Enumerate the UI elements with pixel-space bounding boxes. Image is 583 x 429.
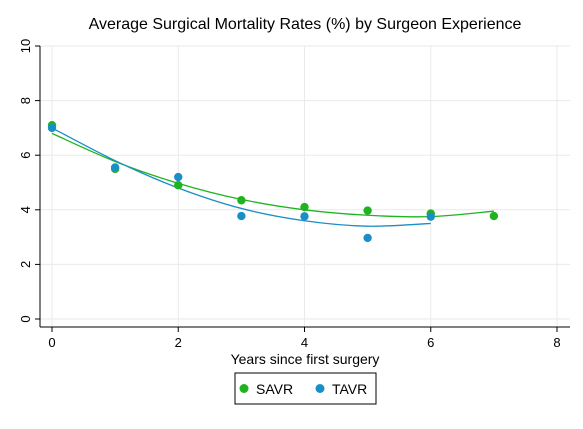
y-tick-label: 6	[18, 152, 33, 159]
x-tick-label: 6	[427, 335, 434, 350]
y-tick-label: 2	[18, 261, 33, 268]
x-tick-label: 4	[301, 335, 308, 350]
x-axis-label: Years since first surgery	[231, 351, 380, 367]
data-point-savr	[489, 211, 499, 221]
chart-title: Average Surgical Mortality Rates (%) by …	[89, 16, 522, 33]
data-point-tavr	[174, 172, 183, 182]
y-tick-label: 0	[18, 315, 33, 322]
data-point-savr	[300, 202, 309, 212]
legend-marker-savr	[239, 384, 249, 393]
x-tick-label: 2	[175, 335, 182, 350]
tick-marks: 0 2 4 6 8 10 0 2 4 6 8	[18, 39, 561, 350]
data-point-tavr	[110, 163, 120, 172]
fit-lines	[51, 127, 494, 227]
x-tick-label: 0	[48, 335, 55, 350]
x-tick-label: 8	[553, 335, 560, 350]
data-point-tavr	[363, 233, 372, 243]
fit-line-tavr	[51, 127, 431, 227]
legend-marker-tavr	[315, 384, 325, 393]
data-point-tavr	[300, 212, 309, 221]
data-point-savr	[237, 196, 246, 205]
y-tick-label: 10	[18, 39, 33, 53]
data-point-savr	[363, 206, 372, 215]
legend-label-tavr: TAVR	[332, 381, 367, 397]
legend-label-savr: SAVR	[256, 381, 293, 397]
data-points	[47, 120, 499, 243]
legend: SAVR TAVR	[234, 372, 377, 405]
y-tick-label: 8	[18, 97, 33, 104]
data-point-savr	[174, 181, 183, 190]
data-point-tavr	[426, 212, 435, 221]
legend-box	[234, 372, 377, 405]
y-tick-label: 4	[18, 206, 33, 213]
data-point-tavr	[237, 211, 246, 221]
data-point-tavr	[47, 123, 57, 133]
